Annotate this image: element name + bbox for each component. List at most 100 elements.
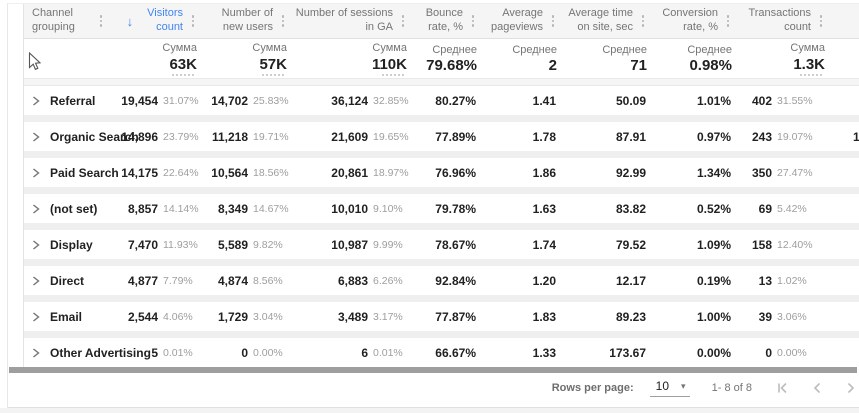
table-row[interactable]: Referral 19,454 31.07% 14,702 25.83% 36,… [24,86,859,122]
metric-value: 5,589 [217,237,248,252]
table-row[interactable]: Direct 4,877 7.79% 4,874 8.56% 6,883 6.2… [24,266,859,302]
channel-cell[interactable]: (not set) [24,202,117,216]
column-menu-icon[interactable] [547,15,559,27]
first-page-button[interactable] [776,382,788,394]
expand-chevron-icon[interactable] [32,239,40,250]
summary-label: Среднее [687,43,732,56]
metric-share: 27.47% [777,166,813,179]
column-header-new-users[interactable]: Number of new users [202,4,292,38]
column-menu-icon[interactable] [277,15,289,27]
transactions-cell: 13 1.02% [737,274,830,288]
metric-value: 1,729 [217,309,248,324]
column-header-transactions[interactable]: Transactions count [737,4,830,38]
table-row[interactable]: Email 2,544 4.06% 1,729 3.04% 3,489 3.17… [24,302,859,338]
new-users-cell: 14,702 25.83% [202,94,292,108]
metric-value: 10,010 [331,201,368,216]
column-menu-icon[interactable] [467,15,479,27]
column-menu-icon[interactable] [187,15,199,27]
metric-share: 31.55% [777,94,813,107]
sort-desc-icon[interactable]: ↓ [126,13,134,29]
channel-label: Direct [50,273,85,288]
metric-value: 0 [765,345,772,360]
dotted-underline [172,73,194,76]
next-page-button[interactable] [846,382,856,394]
summary-value: 71 [630,57,647,75]
summary-label: Сумма [162,42,197,55]
bounce-rate-cell: 77.87% [435,309,476,324]
column-menu-icon[interactable] [397,15,409,27]
dotted-underline [262,73,284,76]
metric-share: 9.99% [373,238,403,251]
column-menu-icon[interactable] [637,15,649,27]
expand-chevron-icon[interactable] [32,167,40,178]
summary-label: Сумма [372,42,407,55]
column-menu-icon[interactable] [815,15,827,27]
mouse-cursor-icon [28,52,42,71]
column-header-sessions[interactable]: Number of sessions in GA [292,4,412,38]
expand-chevron-icon[interactable] [32,203,40,214]
expand-chevron-icon[interactable] [32,275,40,286]
avg-time-cell: 173.67 [609,345,646,360]
metric-share: 3.06% [777,310,807,323]
metric-share: 12.40% [777,238,813,251]
column-header-bounce-rate[interactable]: Bounce rate, % [412,4,482,38]
column-header-avg-pageviews[interactable]: Average pageviews [482,4,562,38]
channel-cell[interactable]: Organic Search [24,130,139,144]
column-label: Visitors count [147,7,183,33]
column-header-channel-grouping[interactable]: Channel grouping [24,4,117,38]
summary-value: 1.3K [793,55,825,73]
expand-chevron-icon[interactable] [32,347,40,358]
dotted-underline [382,73,404,76]
metric-value: 10,987 [331,237,368,252]
metric-value: 11,218 [211,129,248,144]
metric-share: 7.79% [163,274,193,287]
table-row[interactable]: (not set) 8,857 14.14% 8,349 14.67% 10,0… [24,194,859,230]
scrollbar-thumb[interactable] [9,367,857,373]
page-range-label: 1- 8 of 8 [711,381,752,394]
table-row[interactable]: Other Advertising 5 0.01% 0 0.00% 6 0.01… [24,338,859,367]
column-label: Number of sessions in GA [295,7,393,33]
metric-value: 2,544 [127,309,158,324]
horizontal-scrollbar[interactable] [8,367,859,374]
metric-share: 25.83% [253,94,289,107]
channel-cell[interactable]: Display [24,238,117,252]
metric-value: 19,454 [121,93,158,108]
column-menu-icon[interactable] [722,15,734,27]
visitors-cell: 5 0.01% [117,346,202,360]
expand-chevron-icon[interactable] [32,95,40,106]
previous-page-button[interactable] [812,382,822,394]
transactions-cell: 69 5.42% [737,202,830,216]
rows-per-page-select[interactable]: 10 ▾ [649,378,690,397]
bounce-rate-cell: 79.78% [435,201,476,216]
channel-cell[interactable]: Referral [24,94,117,108]
channel-cell[interactable]: Direct [24,274,117,288]
metric-share: 9.10% [373,202,403,215]
visitors-cell: 7,470 11.93% [117,238,202,252]
summary-cell-bounce: Среднее 79.68% [412,43,482,75]
expand-chevron-icon[interactable] [32,131,40,142]
bounce-rate-cell: 77.89% [435,129,476,144]
table-row[interactable]: Organic Search 14,896 23.79% 11,218 19.7… [24,122,859,158]
column-header-visitors-count[interactable]: ↓ Visitors count [117,4,202,38]
rows-per-page-value: 10 [655,379,669,393]
channel-cell[interactable]: Email [24,310,117,324]
metric-value: 158 [751,237,772,252]
table-row[interactable]: Paid Search 14,175 22.64% 10,564 18.56% … [24,158,859,194]
column-header-avg-time[interactable]: Average time on site, sec [562,4,652,38]
sessions-cell: 6,883 6.26% [292,274,412,288]
metric-value: 402 [751,93,772,108]
channel-cell[interactable]: Paid Search [24,166,119,180]
chevron-left-icon [813,382,821,393]
summary-label: Среднее [602,43,647,56]
channel-cell[interactable]: Other Advertising [24,346,151,360]
metric-share: 6.26% [373,274,403,287]
sessions-cell: 10,987 9.99% [292,238,412,252]
visitors-cell: 19,454 31.07% [117,94,202,108]
page-bottom-edge [0,408,859,413]
table-row[interactable]: Display 7,470 11.93% 5,589 9.82% 10,987 … [24,230,859,266]
expand-chevron-icon[interactable] [32,311,40,322]
bounce-rate-cell: 80.27% [435,93,476,108]
column-header-conversion-rate[interactable]: Conversion rate, % [652,4,737,38]
conversion-rate-cell: 0.00% [696,345,731,360]
column-menu-icon[interactable] [95,15,107,27]
